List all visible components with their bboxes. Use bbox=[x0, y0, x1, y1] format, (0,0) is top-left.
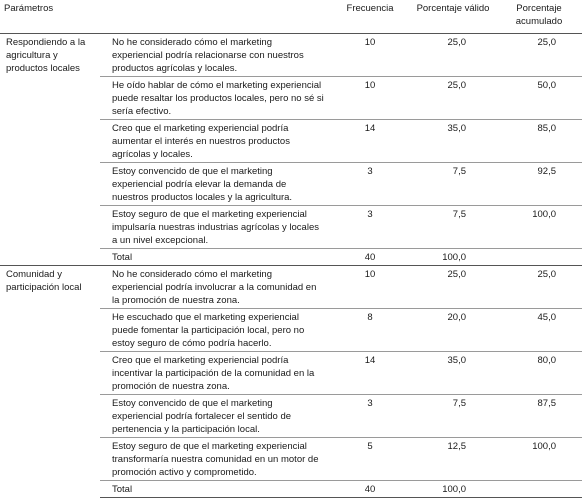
total-row: Total 40 100,0 bbox=[0, 480, 582, 498]
frequency-cell: 14 bbox=[330, 119, 411, 163]
response-text: Creo que el marketing experiencial podrí… bbox=[100, 119, 331, 163]
response-text: Creo que el marketing experiencial podrí… bbox=[100, 351, 331, 395]
total-cumulative bbox=[496, 248, 582, 266]
response-text: Estoy seguro de que el marketing experie… bbox=[100, 205, 331, 249]
table-row: Respondiendo a la agricultura y producto… bbox=[0, 33, 582, 77]
table-row: Estoy convencido de que el marketing exp… bbox=[0, 394, 582, 438]
table-row: He oído hablar de cómo el marketing expe… bbox=[0, 76, 582, 120]
table-row: Creo que el marketing experiencial podrí… bbox=[0, 351, 582, 395]
total-label: Total bbox=[100, 248, 331, 266]
cumulative-percent-cell: 80,0 bbox=[496, 351, 582, 395]
cumulative-percent-cell: 87,5 bbox=[496, 394, 582, 438]
valid-percent-cell: 25,0 bbox=[410, 33, 497, 77]
table-row: He escuchado que el marketing experienci… bbox=[0, 308, 582, 352]
total-label: Total bbox=[100, 480, 331, 498]
cumulative-percent-cell: 25,0 bbox=[496, 33, 582, 77]
frequency-cell: 3 bbox=[330, 162, 411, 206]
response-text: Estoy seguro de que el marketing experie… bbox=[100, 437, 331, 481]
cumulative-percent-cell: 92,5 bbox=[496, 162, 582, 206]
valid-percent-cell: 7,5 bbox=[410, 394, 497, 438]
frequency-cell: 10 bbox=[330, 33, 411, 77]
response-text: He oído hablar de cómo el marketing expe… bbox=[100, 76, 331, 120]
response-text: Estoy convencido de que el marketing exp… bbox=[100, 162, 331, 206]
frequency-cell: 14 bbox=[330, 351, 411, 395]
valid-percent-cell: 25,0 bbox=[410, 265, 497, 309]
table-header-row: Parámetros Frecuencia Porcentaje válido … bbox=[0, 0, 582, 34]
valid-percent-cell: 7,5 bbox=[410, 205, 497, 249]
table-row: Estoy seguro de que el marketing experie… bbox=[0, 205, 582, 249]
header-porcentaje-acumulado: Porcentaje acumulado bbox=[496, 0, 582, 34]
valid-percent-cell: 35,0 bbox=[410, 351, 497, 395]
response-text: He escuchado que el marketing experienci… bbox=[100, 308, 331, 352]
header-porcentaje-valido: Porcentaje válido bbox=[410, 0, 497, 34]
response-text: Estoy convencido de que el marketing exp… bbox=[100, 394, 331, 438]
table-row: Estoy seguro de que el marketing experie… bbox=[0, 437, 582, 481]
total-frequency: 40 bbox=[330, 480, 411, 498]
cumulative-percent-cell: 45,0 bbox=[496, 308, 582, 352]
table-row: Creo que el marketing experiencial podrí… bbox=[0, 119, 582, 163]
valid-percent-cell: 25,0 bbox=[410, 76, 497, 120]
cumulative-percent-cell: 50,0 bbox=[496, 76, 582, 120]
total-valid-percent: 100,0 bbox=[410, 480, 497, 498]
frequency-cell: 8 bbox=[330, 308, 411, 352]
cumulative-percent-cell: 85,0 bbox=[496, 119, 582, 163]
cumulative-percent-cell: 100,0 bbox=[496, 205, 582, 249]
response-text: No he considerado cómo el marketing expe… bbox=[100, 265, 331, 309]
frequency-cell: 3 bbox=[330, 394, 411, 438]
frequency-cell: 3 bbox=[330, 205, 411, 249]
total-frequency: 40 bbox=[330, 248, 411, 266]
cumulative-percent-cell: 25,0 bbox=[496, 265, 582, 309]
table-body: Respondiendo a la agricultura y producto… bbox=[0, 33, 582, 498]
table-row: Comunidad y participación local No he con… bbox=[0, 265, 582, 498]
header-frecuencia: Frecuencia bbox=[330, 0, 411, 34]
table-row: Estoy convencido de que el marketing exp… bbox=[0, 162, 582, 206]
valid-percent-cell: 20,0 bbox=[410, 308, 497, 352]
valid-percent-cell: 35,0 bbox=[410, 119, 497, 163]
total-valid-percent: 100,0 bbox=[410, 248, 497, 266]
total-row: Total 40 100,0 bbox=[0, 248, 582, 266]
valid-percent-cell: 12,5 bbox=[410, 437, 497, 481]
response-text: No he considerado cómo el marketing expe… bbox=[100, 33, 331, 77]
valid-percent-cell: 7,5 bbox=[410, 162, 497, 206]
parameter-label: Comunidad y participación local bbox=[0, 265, 100, 498]
frequency-cell: 5 bbox=[330, 437, 411, 481]
total-cumulative bbox=[496, 480, 582, 498]
cumulative-percent-cell: 100,0 bbox=[496, 437, 582, 481]
frequency-cell: 10 bbox=[330, 265, 411, 309]
parameter-label: Respondiendo a la agricultura y producto… bbox=[6, 37, 86, 74]
frequency-cell: 10 bbox=[330, 76, 411, 120]
header-parametros: Parámetros bbox=[0, 0, 331, 34]
